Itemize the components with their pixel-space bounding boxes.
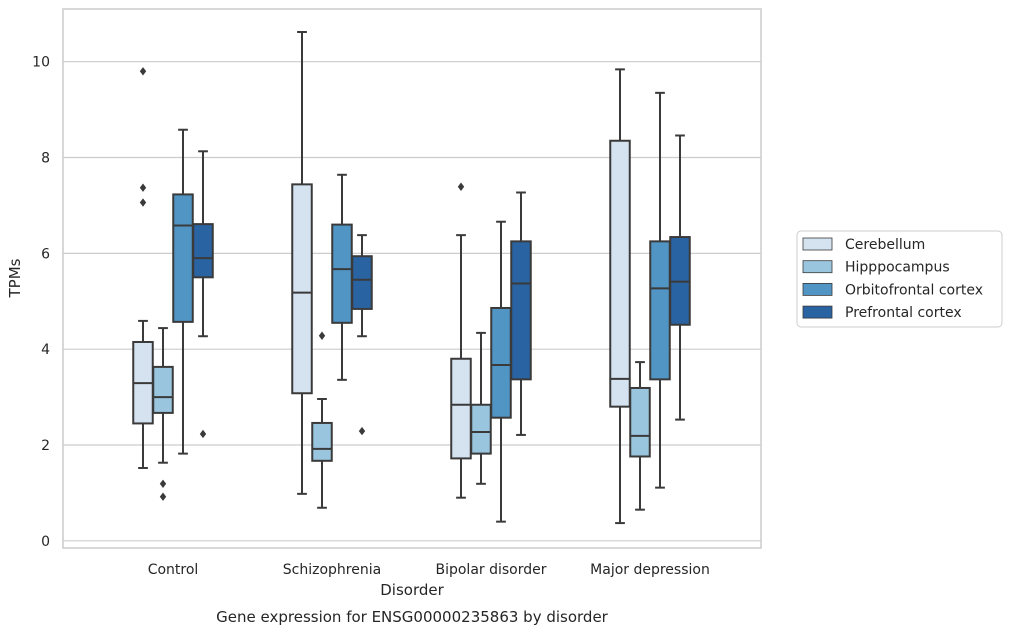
box-control-hipppocampus xyxy=(152,327,174,501)
box-major-depression-orbitofrontal-cortex xyxy=(649,91,671,489)
box-body xyxy=(490,306,512,419)
legend-label-hipppocampus: Hipppocampus xyxy=(845,260,950,276)
y-tick-label: 0 xyxy=(41,534,50,550)
outlier-point xyxy=(199,429,207,439)
box-control-cerebellum xyxy=(132,67,154,469)
box-body xyxy=(331,223,353,324)
legend-swatch-cerebellum xyxy=(802,237,833,251)
legend-frame xyxy=(796,230,1003,328)
box-schizophrenia-prefrontal-cortex xyxy=(351,234,373,436)
box-body xyxy=(351,255,373,310)
box-body xyxy=(609,139,631,408)
outlier-point xyxy=(139,67,147,76)
box-major-depression-prefrontal-cortex xyxy=(669,134,691,421)
legend-swatch-orbitofrontal-cortex xyxy=(802,282,833,296)
boxes xyxy=(132,30,691,525)
legend-swatch-prefrontal-cortex xyxy=(802,305,833,319)
box-body xyxy=(629,386,651,458)
legend-label-prefrontal-cortex: Prefrontal cortex xyxy=(845,305,962,321)
box-bipolar-disorder-cerebellum xyxy=(450,182,472,499)
outlier-point xyxy=(139,183,147,192)
box-body xyxy=(152,365,174,414)
y-tick-label: 2 xyxy=(41,438,50,454)
x-tick-labels: Control Schizophrenia Bipolar disorder Majo… xyxy=(148,562,710,578)
box-body xyxy=(291,183,313,395)
box-body xyxy=(172,193,194,323)
box-body xyxy=(311,421,333,462)
plot-frame xyxy=(62,8,762,549)
box-body xyxy=(649,240,671,381)
box-control-prefrontal-cortex xyxy=(192,150,214,439)
box-major-depression-cerebellum xyxy=(609,68,631,525)
x-tick-label: Major depression xyxy=(590,562,710,578)
box-schizophrenia-cerebellum xyxy=(291,30,313,495)
box-body xyxy=(450,357,472,460)
legend: Cerebellum Hipppocampus Orbitofrontal cort… xyxy=(796,230,1003,328)
legend-label-cerebellum: Cerebellum xyxy=(845,237,925,253)
outlier-point xyxy=(159,492,167,501)
outlier-point xyxy=(318,331,326,340)
box-control-orbitofrontal-cortex xyxy=(172,128,194,455)
outlier-point xyxy=(457,182,465,191)
y-tick-label: 6 xyxy=(41,246,50,262)
outlier-point xyxy=(159,479,167,488)
box-major-depression-hipppocampus xyxy=(629,361,651,511)
y-tick-labels: 0 2 4 6 8 10 xyxy=(32,55,50,550)
x-tick-label: Schizophrenia xyxy=(283,562,381,578)
legend-label-orbitofrontal-cortex: Orbitofrontal cortex xyxy=(845,282,983,298)
x-tick-label: Bipolar disorder xyxy=(435,562,546,578)
box-bipolar-disorder-hipppocampus xyxy=(470,331,492,485)
chart-caption: Gene expression for ENSG00000235863 by d… xyxy=(216,608,609,626)
box-schizophrenia-orbitofrontal-cortex xyxy=(331,173,353,381)
legend-swatch-hipppocampus xyxy=(802,260,833,274)
y-axis-title: TPMs xyxy=(6,258,24,298)
box-bipolar-disorder-orbitofrontal-cortex xyxy=(490,220,512,523)
outlier-point xyxy=(358,426,366,436)
y-tick-label: 8 xyxy=(41,151,50,167)
box-bipolar-disorder-prefrontal-cortex xyxy=(510,191,532,436)
x-tick-label: Control xyxy=(148,562,199,578)
box-body xyxy=(470,403,492,455)
y-tick-label: 10 xyxy=(32,55,50,71)
y-tick-label: 4 xyxy=(41,342,50,358)
box-body xyxy=(510,240,532,381)
box-schizophrenia-hipppocampus xyxy=(311,331,333,509)
outlier-point xyxy=(139,198,147,207)
box-body xyxy=(192,223,214,279)
x-axis-title: Disorder xyxy=(380,581,444,599)
